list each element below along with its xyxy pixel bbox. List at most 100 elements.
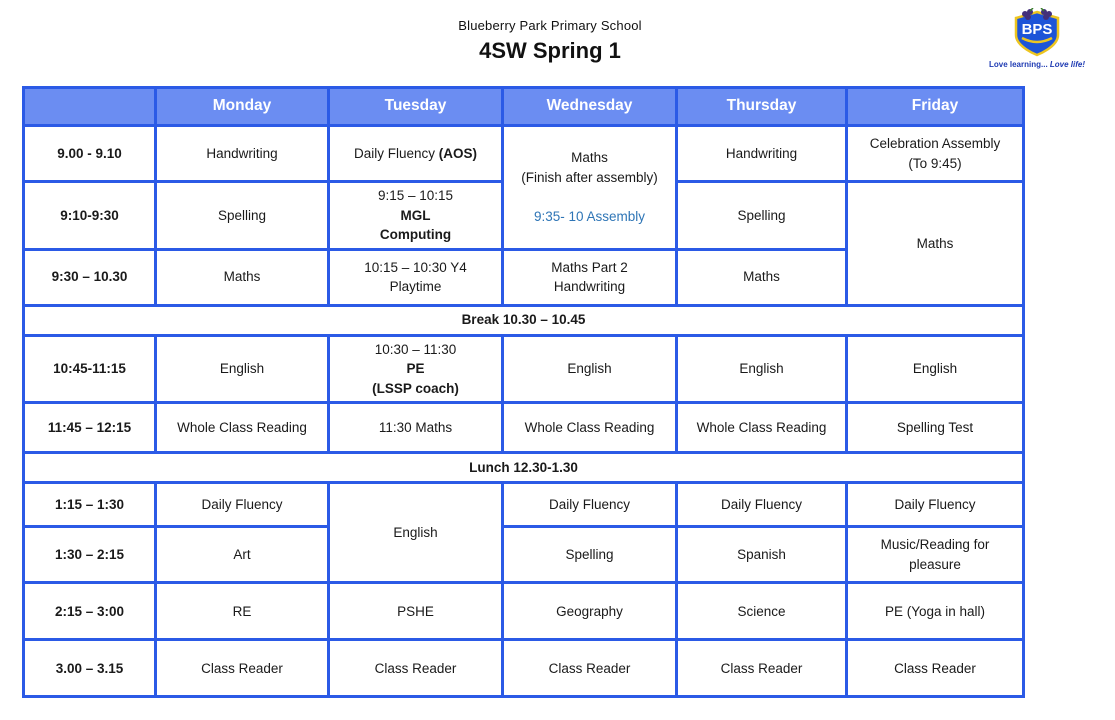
cell-wed-r1-r2-merged: Maths (Finish after assembly) 9:35- 10 A… xyxy=(501,124,678,251)
cell-fri-r7: Music/Reading for pleasure xyxy=(845,525,1025,585)
logo-initials: BPS xyxy=(1022,21,1053,38)
timetable-row: 3.00 – 3.15 Class Reader Class Reader Cl… xyxy=(22,638,1025,699)
timetable-row: 2:15 – 3:00 RE PSHE Geography Science PE… xyxy=(22,581,1025,642)
cell-wed-r3: Maths Part 2 Handwriting xyxy=(501,247,678,307)
cell-tue-r8: PSHE xyxy=(327,581,504,642)
day-header-thursday: Thursday xyxy=(675,86,848,127)
cell-text: Daily Fluency xyxy=(353,145,439,161)
cell-line: 10:30 – 11:30 xyxy=(374,341,457,357)
cell-wed-r8: Geography xyxy=(501,581,678,642)
cell-mon-r2: Spelling xyxy=(154,180,330,251)
time-slot-r1: 9.00 - 9.10 xyxy=(22,124,157,183)
cell-text-bold: (AOS) xyxy=(438,145,478,161)
time-slot-r6: 1:15 – 1:30 xyxy=(22,481,157,529)
cell-thu-r2: Spelling xyxy=(675,180,848,251)
time-slot-r9: 3.00 – 3.15 xyxy=(22,638,157,699)
cell-thu-r8: Science xyxy=(675,581,848,642)
cell-line-bold: PE xyxy=(406,361,425,377)
cell-thu-r6: Daily Fluency xyxy=(675,481,848,529)
day-header-monday: Monday xyxy=(154,86,330,127)
time-slot-r7: 1:30 – 2:15 xyxy=(22,525,157,585)
cell-wed-r7: Spelling xyxy=(501,525,678,585)
cell-line-bold: (LSSP coach) xyxy=(372,380,459,396)
cell-wed-r6: Daily Fluency xyxy=(501,481,678,529)
lunch-label: Lunch 12.30-1.30 xyxy=(22,451,1025,485)
cell-tue-r3: 10:15 – 10:30 Y4 Playtime xyxy=(327,247,504,307)
cell-line: (To 9:45) xyxy=(908,155,962,171)
cell-fri-r8: PE (Yoga in hall) xyxy=(845,581,1025,642)
school-logo: BPS Love learning... Love life! xyxy=(987,8,1087,69)
cell-line: Playtime xyxy=(389,279,442,295)
cell-line: (Finish after assembly) xyxy=(521,169,658,185)
cell-wed-r4: English xyxy=(501,333,678,405)
timetable-row: 9.00 - 9.10 Handwriting Daily Fluency (A… xyxy=(22,124,1025,251)
cell-thu-r7: Spanish xyxy=(675,525,848,585)
cell-thu-r1: Handwriting xyxy=(675,124,848,183)
page-title: 4SW Spring 1 xyxy=(479,38,621,63)
cell-line: 9:15 – 10:15 xyxy=(377,188,454,203)
cell-line: 10:15 – 10:30 Y4 xyxy=(364,259,467,275)
cell-fri-r2-r3-merged: Maths xyxy=(845,180,1025,307)
timetable-row: 1:30 – 2:15 Art Spelling Spanish Music/R… xyxy=(22,525,1025,585)
timetable-row: 9:10-9:30 Spelling 9:15 – 10:15 MGL Comp… xyxy=(22,180,1025,307)
document-header: Blueberry Park Primary School 4SW Spring… xyxy=(0,18,1100,64)
cell-mon-r7: Art xyxy=(154,525,330,585)
cell-line: Maths Part 2 xyxy=(551,259,628,275)
blueberries-icon xyxy=(1022,8,1052,20)
cell-mon-r8: RE xyxy=(154,581,330,642)
cell-line: Maths xyxy=(571,150,608,165)
cell-mon-r5: Whole Class Reading xyxy=(154,401,330,455)
timetable-row: 11:45 – 12:15 Whole Class Reading 11:30 … xyxy=(22,401,1025,455)
cell-wed-r9: Class Reader xyxy=(501,638,678,699)
cell-mon-r4: English xyxy=(154,333,330,405)
corner-cell xyxy=(22,86,157,127)
time-slot-r3: 9:30 – 10.30 xyxy=(22,247,157,307)
time-slot-r5: 11:45 – 12:15 xyxy=(22,401,157,455)
cell-thu-r4: English xyxy=(675,333,848,405)
cell-fri-r1: Celebration Assembly (To 9:45) xyxy=(845,124,1025,183)
cell-fri-r4: English xyxy=(845,333,1025,405)
assembly-note: 9:35- 10 Assembly xyxy=(533,209,646,225)
cell-tue-r6-r7-merged: English xyxy=(327,481,504,585)
tagline-part2: Love life! xyxy=(1047,60,1086,69)
lunch-row: Lunch 12.30-1.30 xyxy=(22,451,1025,485)
cell-wed-r5: Whole Class Reading xyxy=(501,401,678,455)
break-row: Break 10.30 – 10.45 xyxy=(22,303,1025,337)
cell-line-bold: Computing xyxy=(379,227,452,243)
cell-line: Handwriting xyxy=(553,279,626,295)
cell-line-bold: MGL xyxy=(400,207,431,223)
day-header-wednesday: Wednesday xyxy=(501,86,678,127)
day-header-friday: Friday xyxy=(845,86,1025,127)
day-header-tuesday: Tuesday xyxy=(327,86,504,127)
time-slot-r4: 10:45-11:15 xyxy=(22,333,157,405)
cell-tue-r4: 10:30 – 11:30 PE (LSSP coach) xyxy=(327,333,504,405)
school-name: Blueberry Park Primary School xyxy=(458,18,642,33)
break-label: Break 10.30 – 10.45 xyxy=(22,303,1025,337)
time-slot-r2: 9:10-9:30 xyxy=(22,180,157,251)
cell-mon-r6: Daily Fluency xyxy=(154,481,330,529)
logo-tagline: Love learning... Love life! xyxy=(987,60,1087,69)
cell-fri-r9: Class Reader xyxy=(845,638,1025,699)
time-slot-r8: 2:15 – 3:00 xyxy=(22,581,157,642)
cell-tue-r9: Class Reader xyxy=(327,638,504,699)
timetable-row: 10:45-11:15 English 10:30 – 11:30 PE (LS… xyxy=(22,333,1025,405)
timetable-header-row: Monday Tuesday Wednesday Thursday Friday xyxy=(22,86,1025,127)
cell-line: Celebration Assembly xyxy=(869,135,1001,151)
cell-mon-r9: Class Reader xyxy=(154,638,330,699)
cell-thu-r3: Maths xyxy=(675,247,848,307)
school-crest-icon: BPS xyxy=(1014,8,1060,57)
cell-fri-r5: Spelling Test xyxy=(845,401,1025,455)
timetable-row: 9:30 – 10.30 Maths 10:15 – 10:30 Y4 Play… xyxy=(22,247,1024,307)
cell-tue-r5: 11:30 Maths xyxy=(327,401,504,455)
tagline-part1: Love learning... xyxy=(988,60,1048,69)
cell-thu-r9: Class Reader xyxy=(675,638,848,699)
timetable-row: 1:15 – 1:30 Daily Fluency English Daily … xyxy=(22,481,1025,585)
cell-tue-r2: 9:15 – 10:15 MGL Computing xyxy=(327,180,504,251)
cell-mon-r1: Handwriting xyxy=(154,124,330,183)
timetable: Monday Tuesday Wednesday Thursday Friday… xyxy=(22,86,1025,699)
cell-fri-r6: Daily Fluency xyxy=(845,481,1025,529)
cell-tue-r1: Daily Fluency (AOS) xyxy=(327,124,504,183)
cell-thu-r5: Whole Class Reading xyxy=(675,401,848,455)
cell-mon-r3: Maths xyxy=(154,247,330,307)
